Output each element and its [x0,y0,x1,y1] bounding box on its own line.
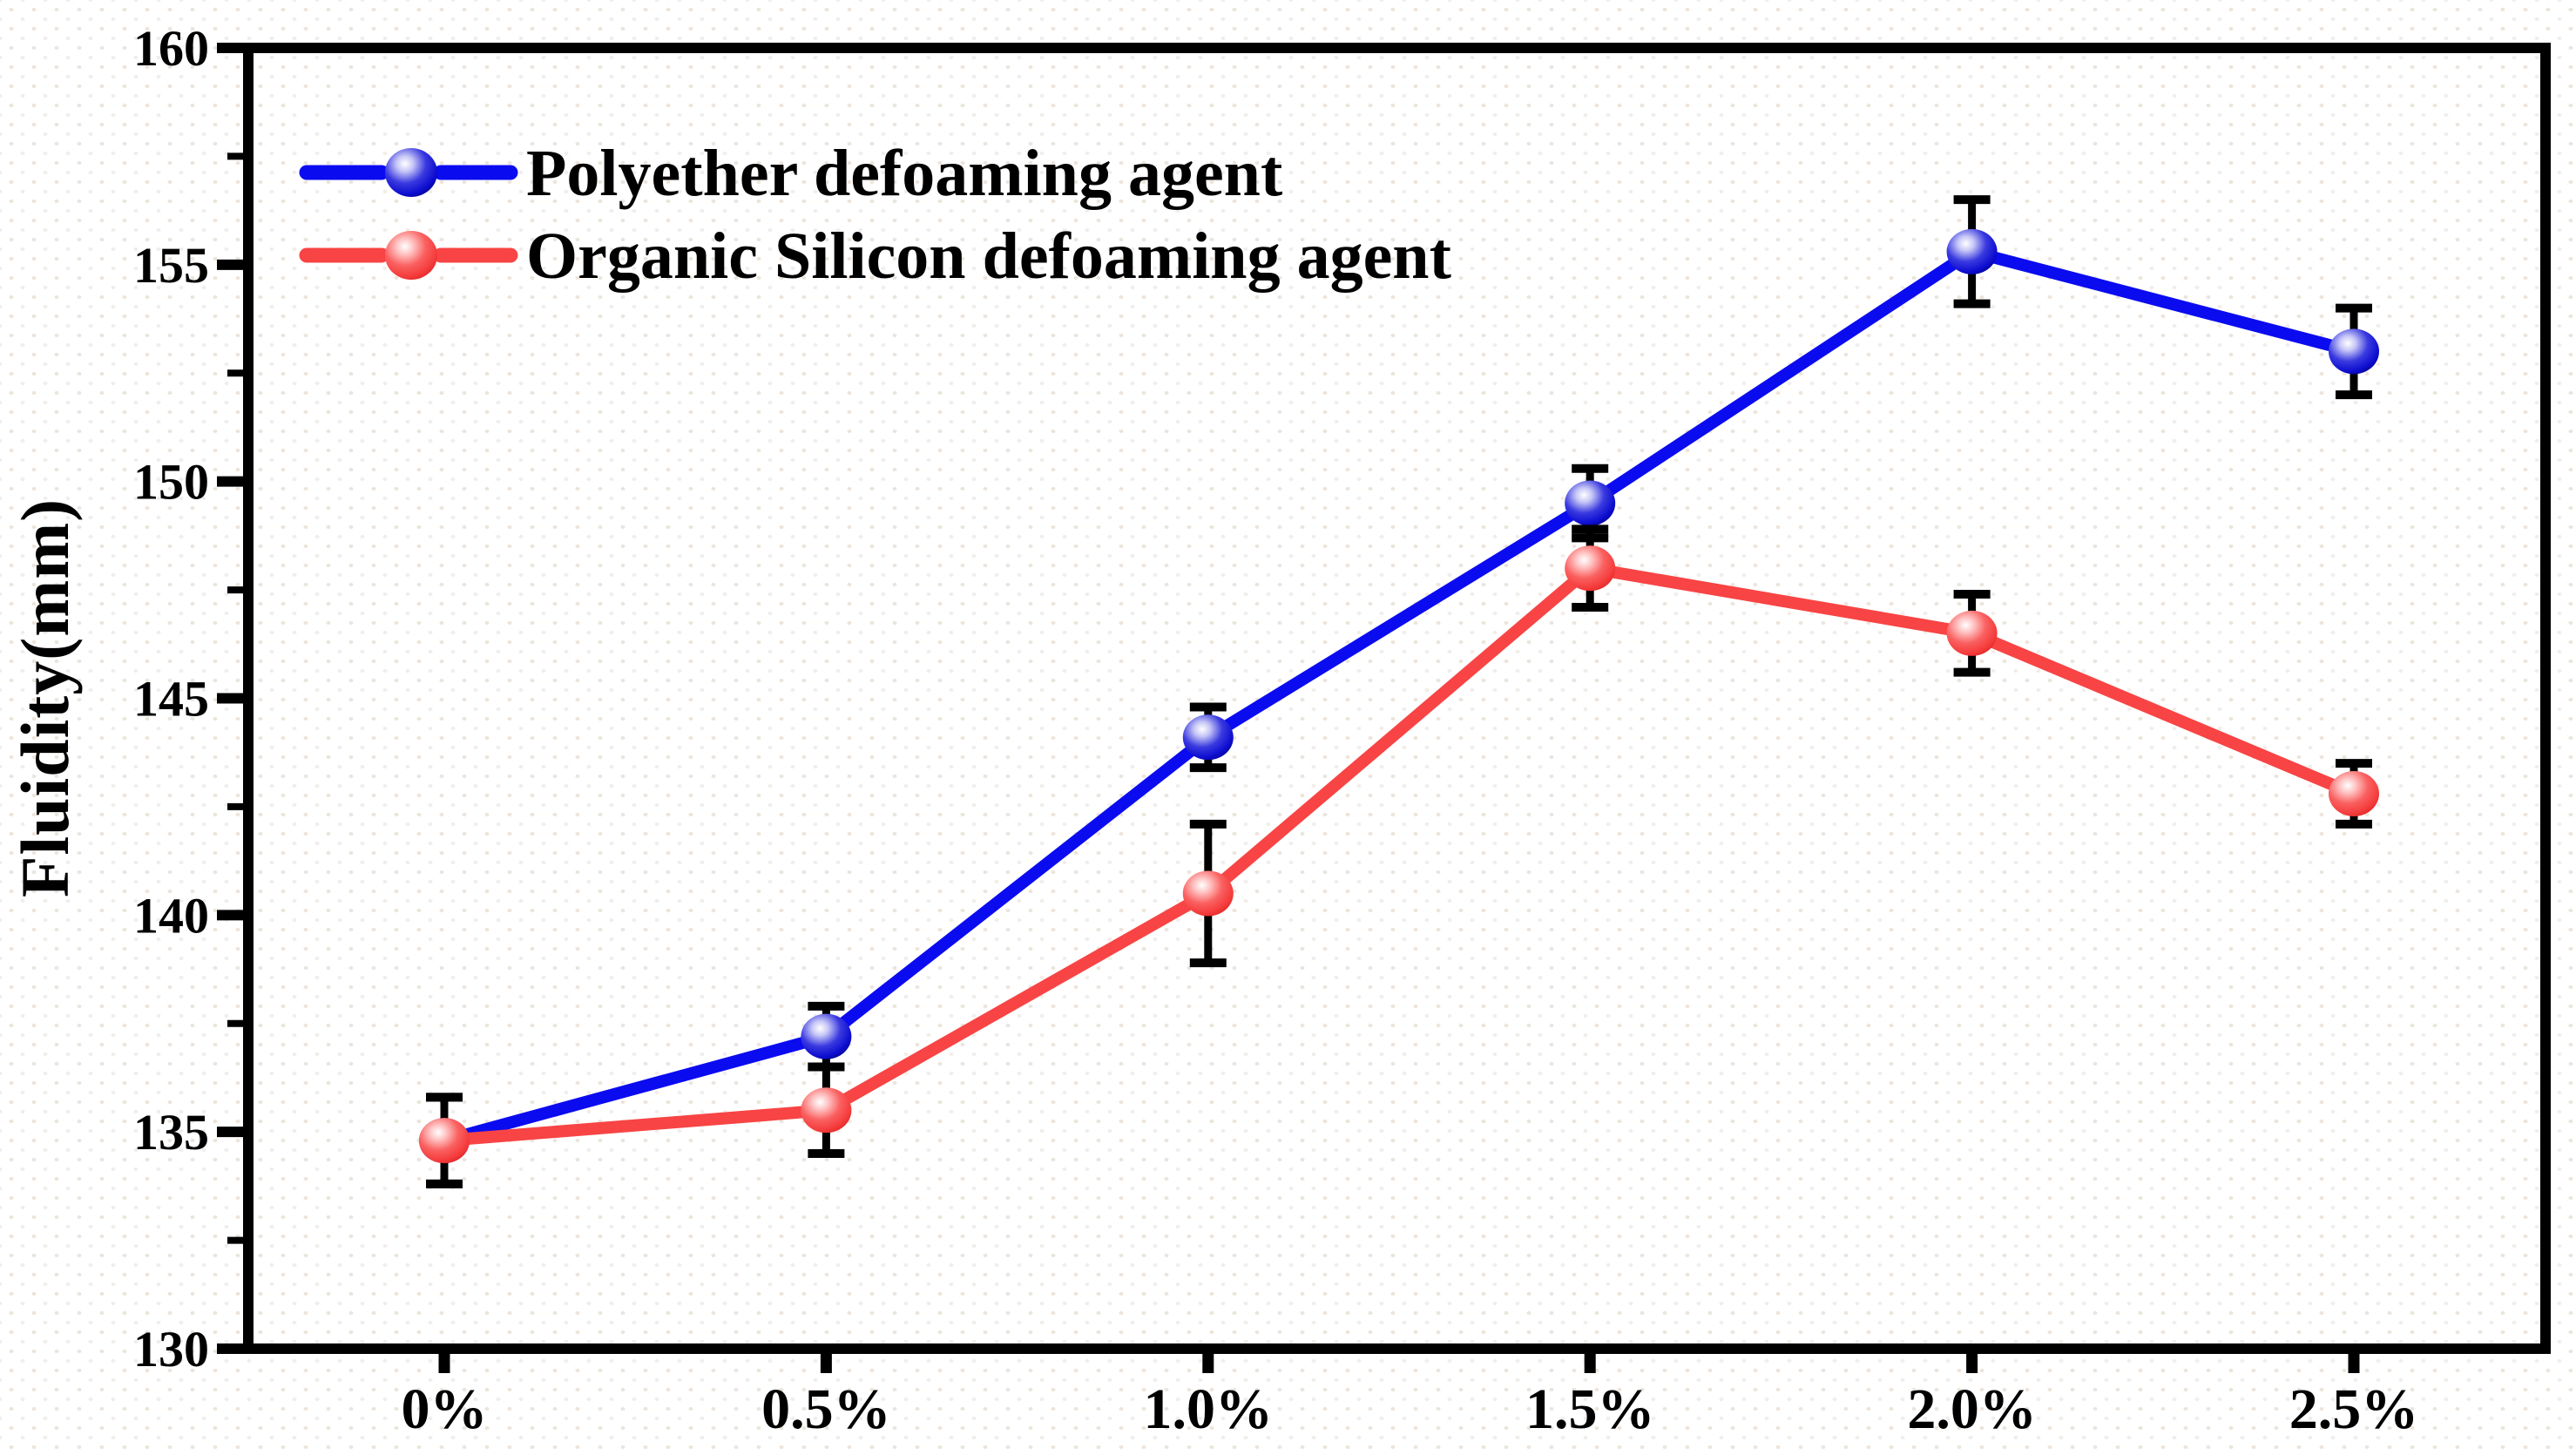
y-tick-label: 140 [133,887,209,944]
legend: Polyether defoaming agent Organic Silicon… [299,137,1451,293]
data-point-marker [801,1013,852,1059]
series-line [438,245,2360,1147]
data-point-marker [419,1118,470,1164]
data-point-marker [1565,545,1616,592]
data-point-marker [1946,228,1998,274]
x-tick-label: 0.5% [761,1377,891,1441]
series-line [438,562,2360,1147]
x-tick-label: 2.5% [2289,1377,2419,1441]
data-point-marker [1182,870,1234,917]
chart-root: 130 135 140 145 150 155 160 0% 0.5% 1.0% 1.5% 2.0% 2… [133,20,2551,1441]
legend-label: Polyether defoaming agent [526,137,1282,210]
data-point-marker [1946,610,1998,656]
data-point-marker [1565,480,1616,526]
y-axis-title: Fluidity(mm) [7,498,83,897]
legend-item: Polyether defoaming agent [299,137,1282,210]
y-tick-label: 160 [133,20,209,77]
x-tick-label: 2.0% [1907,1377,2037,1441]
y-tick-label: 155 [133,237,209,294]
legend-marker-sphere [385,231,437,280]
series-organic-silicon [419,524,2379,1188]
legend-label: Organic Silicon defoaming agent [526,220,1451,293]
y-tick-label: 150 [133,454,209,511]
y-tick-label: 130 [133,1321,209,1377]
series-polyether [419,195,2379,1188]
legend-marker-sphere [385,148,437,197]
x-tick-label: 1.5% [1525,1377,1655,1441]
data-point-marker [801,1087,852,1134]
y-axis: 130 135 140 145 150 155 160 [133,20,243,1377]
data-point-marker [2329,328,2379,375]
y-tick-label: 145 [133,671,209,728]
data-point-marker [1182,714,1234,761]
x-axis: 0% 0.5% 1.0% 1.5% 2.0% 2.5% [402,1354,2419,1441]
y-tick-label: 135 [133,1104,209,1161]
data-point-marker [2329,770,2379,816]
x-tick-label: 1.0% [1144,1377,1274,1441]
plot-frame [243,43,2551,1354]
legend-item: Organic Silicon defoaming agent [299,220,1451,293]
x-tick-label: 0% [402,1377,488,1441]
